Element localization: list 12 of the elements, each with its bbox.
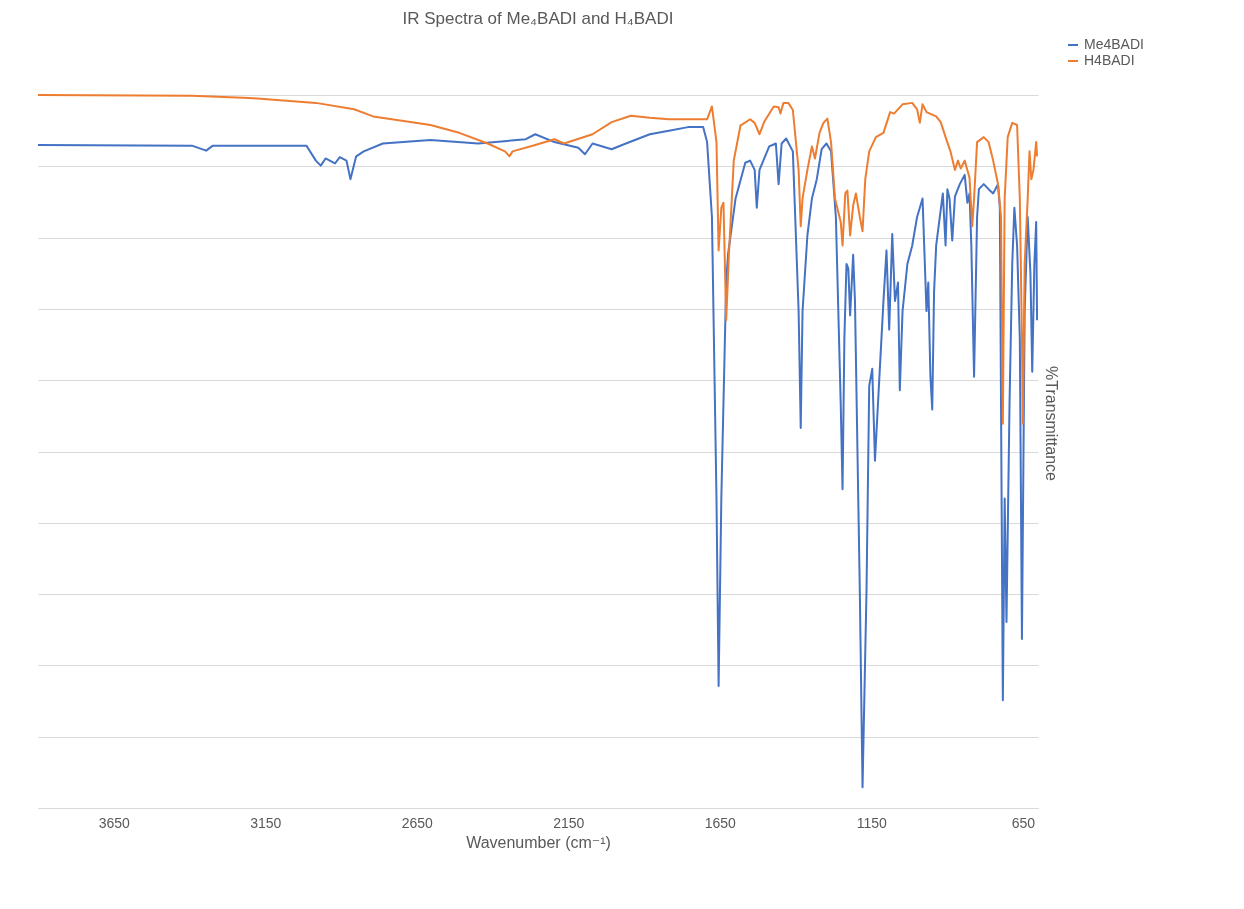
- x-tick-label: 3150: [250, 814, 282, 831]
- x-axis-title: Wavenumber (cm⁻¹): [466, 833, 611, 851]
- chart-title: IR Spectra of Me₄BADI and H₄BADI: [402, 9, 674, 28]
- x-tick-label: 1650: [704, 814, 737, 831]
- x-tick-label: 1150: [856, 814, 888, 831]
- legend-label: Me4BADI: [1084, 36, 1144, 52]
- x-tick-label: 2150: [553, 814, 585, 831]
- x-tick-label: 2650: [401, 814, 434, 831]
- legend-label: H4BADI: [1084, 52, 1135, 68]
- y-axis-title: %Transmittance: [1042, 366, 1060, 482]
- x-tick-label: 650: [1011, 814, 1036, 831]
- x-tick-label: 3650: [98, 814, 131, 831]
